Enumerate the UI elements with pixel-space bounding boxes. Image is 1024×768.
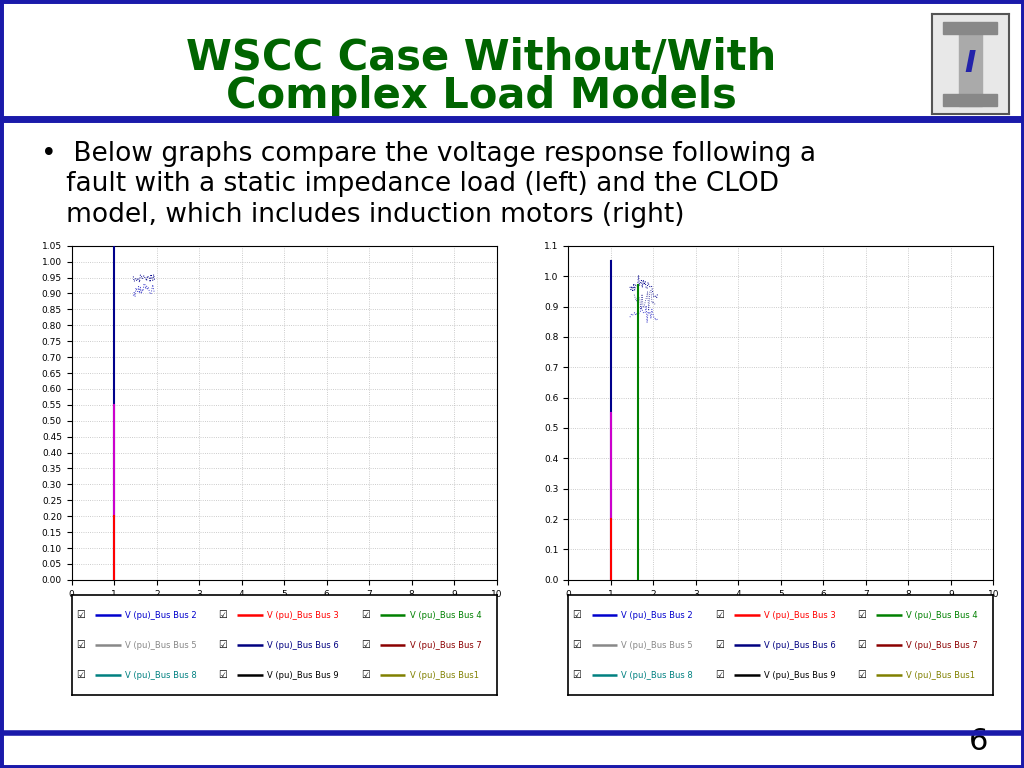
Text: 6: 6	[969, 727, 988, 756]
Text: •  Below graphs compare the voltage response following a: • Below graphs compare the voltage respo…	[41, 141, 816, 167]
Text: ☑: ☑	[857, 610, 866, 621]
Bar	[943, 94, 997, 106]
Text: V (pu)_Bus Bus 7: V (pu)_Bus Bus 7	[410, 641, 481, 650]
Text: Complex Load Models: Complex Load Models	[226, 75, 736, 117]
Text: ☑: ☑	[572, 640, 582, 650]
Text: V (pu)_Bus Bus 5: V (pu)_Bus Bus 5	[125, 641, 197, 650]
Text: V (pu)_Bus Bus1: V (pu)_Bus Bus1	[410, 670, 478, 680]
Text: ☑: ☑	[360, 610, 370, 621]
Text: WSCC Case Without/With: WSCC Case Without/With	[186, 37, 776, 78]
Bar	[943, 22, 997, 34]
Text: ☑: ☑	[857, 670, 866, 680]
Text: ☑: ☑	[715, 640, 724, 650]
Text: V (pu)_Bus Bus 3: V (pu)_Bus Bus 3	[267, 611, 339, 620]
Text: V (pu)_Bus Bus 5: V (pu)_Bus Bus 5	[622, 641, 693, 650]
Text: V (pu)_Bus Bus 6: V (pu)_Bus Bus 6	[267, 641, 339, 650]
Text: ☑: ☑	[715, 610, 724, 621]
Text: ☑: ☑	[360, 670, 370, 680]
Text: V (pu)_Bus Bus 2: V (pu)_Bus Bus 2	[622, 611, 693, 620]
Text: I: I	[965, 49, 976, 78]
Text: ☑: ☑	[218, 640, 227, 650]
Text: V (pu)_Bus Bus 7: V (pu)_Bus Bus 7	[906, 641, 978, 650]
Text: V (pu)_Bus Bus 4: V (pu)_Bus Bus 4	[410, 611, 481, 620]
Text: ☑: ☑	[857, 640, 866, 650]
Text: V (pu)_Bus Bus 2: V (pu)_Bus Bus 2	[125, 611, 197, 620]
Text: ☑: ☑	[218, 610, 227, 621]
Text: fault with a static impedance load (left) and the CLOD: fault with a static impedance load (left…	[41, 171, 779, 197]
Text: V (pu)_Bus Bus 9: V (pu)_Bus Bus 9	[267, 670, 339, 680]
Text: V (pu)_Bus Bus1: V (pu)_Bus Bus1	[906, 670, 975, 680]
Text: V (pu)_Bus Bus 4: V (pu)_Bus Bus 4	[906, 611, 978, 620]
Text: ☑: ☑	[218, 670, 227, 680]
Text: V (pu)_Bus Bus 8: V (pu)_Bus Bus 8	[622, 670, 693, 680]
Text: ☑: ☑	[572, 610, 582, 621]
Text: V (pu)_Bus Bus 8: V (pu)_Bus Bus 8	[125, 670, 197, 680]
Text: ☑: ☑	[572, 670, 582, 680]
Text: V (pu)_Bus Bus 3: V (pu)_Bus Bus 3	[764, 611, 836, 620]
Text: ☑: ☑	[76, 610, 85, 621]
Bar	[958, 30, 982, 106]
Text: ☑: ☑	[360, 640, 370, 650]
Text: V (pu)_Bus Bus 9: V (pu)_Bus Bus 9	[764, 670, 836, 680]
Text: V (pu)_Bus Bus 6: V (pu)_Bus Bus 6	[764, 641, 836, 650]
Text: ☑: ☑	[715, 670, 724, 680]
Text: ☑: ☑	[76, 640, 85, 650]
Text: ☑: ☑	[76, 670, 85, 680]
Text: model, which includes induction motors (right): model, which includes induction motors (…	[41, 202, 684, 228]
